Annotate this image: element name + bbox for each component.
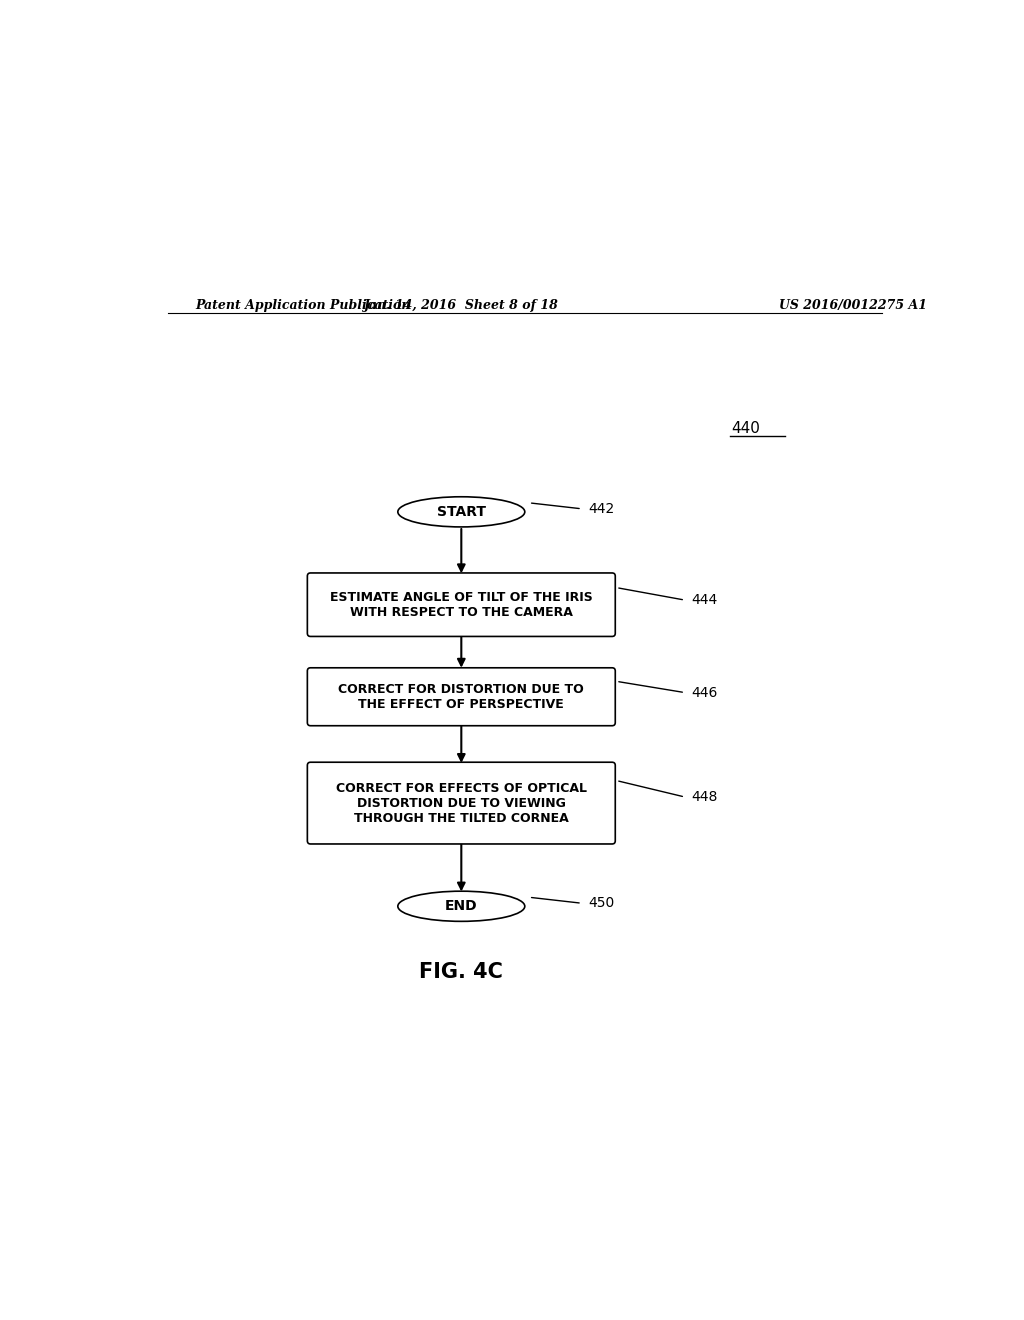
Ellipse shape: [397, 891, 525, 921]
Ellipse shape: [397, 496, 525, 527]
FancyBboxPatch shape: [307, 573, 615, 636]
FancyBboxPatch shape: [307, 668, 615, 726]
Text: Jan. 14, 2016  Sheet 8 of 18: Jan. 14, 2016 Sheet 8 of 18: [364, 300, 559, 312]
Text: US 2016/0012275 A1: US 2016/0012275 A1: [778, 300, 927, 312]
Text: 446: 446: [691, 685, 718, 700]
Text: FIG. 4C: FIG. 4C: [420, 962, 503, 982]
Text: CORRECT FOR EFFECTS OF OPTICAL
DISTORTION DUE TO VIEWING
THROUGH THE TILTED CORN: CORRECT FOR EFFECTS OF OPTICAL DISTORTIO…: [336, 781, 587, 825]
Text: CORRECT FOR DISTORTION DUE TO
THE EFFECT OF PERSPECTIVE: CORRECT FOR DISTORTION DUE TO THE EFFECT…: [339, 682, 584, 710]
Text: END: END: [445, 899, 477, 913]
Text: 440: 440: [731, 421, 760, 436]
Text: 444: 444: [691, 593, 718, 607]
Text: START: START: [437, 504, 485, 519]
Text: Patent Application Publication: Patent Application Publication: [196, 300, 411, 312]
Text: ESTIMATE ANGLE OF TILT OF THE IRIS
WITH RESPECT TO THE CAMERA: ESTIMATE ANGLE OF TILT OF THE IRIS WITH …: [330, 590, 593, 619]
Text: 450: 450: [588, 896, 614, 911]
Text: 442: 442: [588, 502, 614, 516]
Text: 448: 448: [691, 791, 718, 804]
FancyBboxPatch shape: [307, 762, 615, 843]
